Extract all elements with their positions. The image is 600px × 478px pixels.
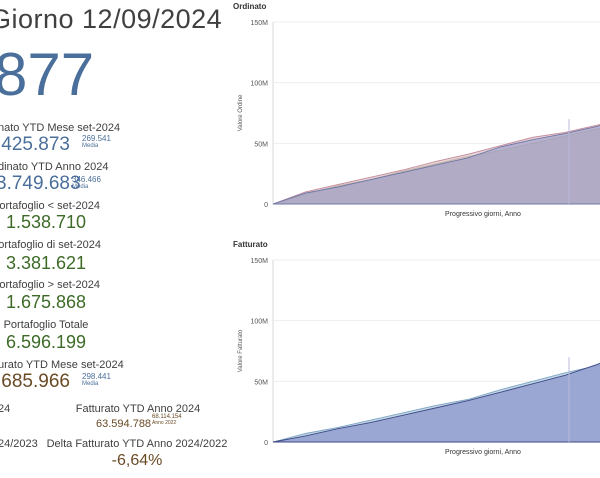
kpi-portafoglio-di-label: Portafoglio di set-2024 bbox=[0, 239, 102, 251]
kpi-ordinato-mese-media-value: 269.541 bbox=[82, 134, 111, 143]
kpi-fatturato-mese-media: 298.441 Media bbox=[82, 373, 111, 388]
ordinato-series-2024 bbox=[272, 124, 600, 205]
kpi-portafoglio-lt-label: Portafoglio < set-2024 bbox=[0, 200, 100, 212]
kpi-ordinato-mese-media-label: Media bbox=[82, 143, 99, 149]
kpi-fatturato-mese-media-label: Media bbox=[82, 381, 99, 387]
kpi-fatturato-anno-aside: 68.114.154 Anno 2022 bbox=[152, 414, 182, 426]
kpi-ordinato-mese: .425.873 bbox=[0, 134, 70, 156]
kpi-ordinato-mese-value: .425.873 bbox=[0, 134, 70, 155]
day-title: Giorno 12/09/2024 bbox=[0, 4, 223, 34]
fatturato-series-2024 bbox=[272, 362, 600, 443]
kpi-fatturato-anno: 63.594.788 bbox=[96, 414, 151, 432]
kpi-ordinato-anno-media-label: Media bbox=[72, 184, 89, 190]
kpi-ordinato-anno-media: 346.466 Media bbox=[72, 176, 101, 191]
kpi-fatturato-mese-value: .685.966 bbox=[0, 371, 70, 392]
kpi-ordinato-anno-media-value: 346.466 bbox=[72, 175, 101, 184]
ordinato-y-tick-label: 50M bbox=[254, 141, 268, 148]
kpi-portafoglio-di-value: 3.381.621 bbox=[5, 253, 87, 273]
kpi-ordinato-mese-media: 269.541 Media bbox=[82, 135, 111, 150]
kpi-delta-fatturato-label: Delta Fatturato YTD Anno 2024/2022 bbox=[46, 438, 228, 450]
kpi-fatturato-mese-label: urato YTD Mese set-2024 bbox=[0, 359, 124, 371]
kpi-fatturato-mese: .685.966 bbox=[0, 371, 70, 393]
fatturato-y-tick-label: 50M bbox=[254, 379, 268, 386]
kpi-fatturato-anno-aside-label: Anno 2022 bbox=[152, 420, 177, 426]
fatturato-x-label: Progressivo giorni, Anno bbox=[445, 449, 521, 456]
chart-ordinato-title: Ordinato bbox=[233, 2, 267, 11]
kpi-delta-left-partial: 24/2023 bbox=[0, 438, 38, 450]
kpi-fatturato-anno-value: 63.594.788 bbox=[96, 418, 152, 430]
chart-fatturato-title: Fatturato bbox=[233, 240, 268, 249]
ordinato-y-label: Valore Ordine bbox=[238, 94, 244, 131]
kpi-ordinato-anno: 3.749.683 bbox=[0, 173, 81, 195]
kpi-portafoglio-gt-value: 1.675.868 bbox=[5, 292, 87, 312]
kpi-portafoglio-totale-label: Portafoglio Totale bbox=[3, 319, 89, 331]
kpi-delta-fatturato-value: -6,64% bbox=[111, 452, 163, 469]
ordinato-y-tick-label: 150M bbox=[250, 20, 268, 27]
kpi-fatturato-anno-label: Fatturato YTD Anno 2024 bbox=[75, 403, 201, 415]
kpi-fatturato-anno-aside-value: 68.114.154 bbox=[152, 414, 182, 420]
ordinato-y-tick-label: 0 bbox=[264, 202, 268, 209]
kpi-portafoglio-totale-value: 6.596.199 bbox=[5, 332, 87, 352]
kpi-portafoglio-lt-value: 1.538.710 bbox=[5, 212, 87, 232]
kpi-portafoglio-gt-label: Portafoglio > set-2024 bbox=[0, 279, 100, 291]
ordinato-x-label: Progressivo giorni, Anno bbox=[445, 211, 521, 218]
fatturato-y-tick-label: 0 bbox=[264, 440, 268, 447]
kpi-fatturato-mese-media-value: 298.441 bbox=[82, 372, 111, 381]
kpi-ordinato-anno-value: 3.749.683 bbox=[0, 173, 81, 194]
chart-fatturato: 0 50M 100M 150M Valore Fatturato Progressivo … bbox=[238, 258, 600, 456]
fatturato-y-tick-label: 150M bbox=[250, 258, 268, 265]
fatturato-y-tick-label: 100M bbox=[250, 319, 268, 326]
kpi-ordinato-anno-label: dinato YTD Anno 2024 bbox=[0, 161, 109, 173]
kpi-fatturato-left-partial: 24 bbox=[0, 403, 11, 415]
chart-ordinato: 0 50M 100M 150M Valore Ordine Progressivo gio… bbox=[238, 20, 600, 218]
ordinato-y-tick-label: 100M bbox=[250, 81, 268, 88]
fatturato-y-label: Valore Fatturato bbox=[238, 329, 244, 372]
big-kpi-value: 877 bbox=[0, 41, 95, 108]
kpi-ordinato-mese-label: nato YTD Mese set-2024 bbox=[0, 122, 121, 134]
